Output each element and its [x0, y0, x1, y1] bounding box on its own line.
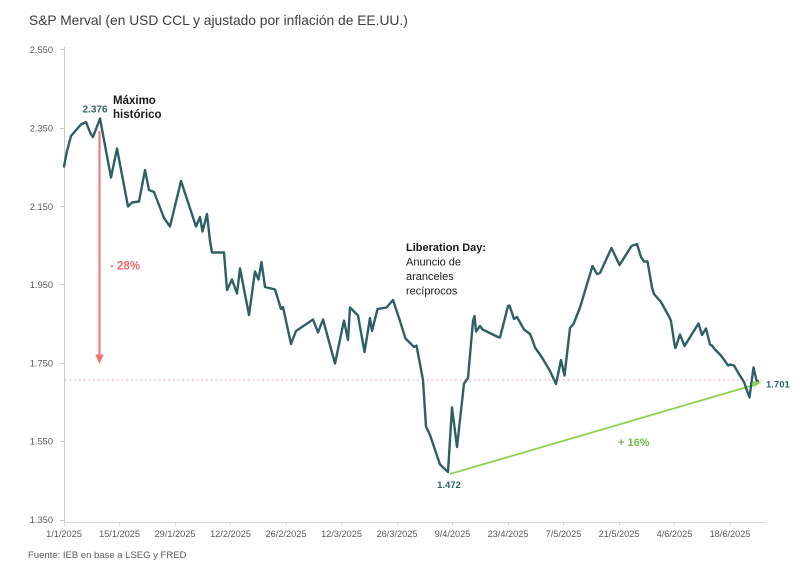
svg-text:21/5/2025: 21/5/2025: [599, 529, 640, 539]
svg-text:9/4/2025: 9/4/2025: [435, 529, 471, 539]
svg-text:15/1/2025: 15/1/2025: [99, 529, 140, 539]
svg-text:recíprocos: recíprocos: [406, 286, 458, 298]
svg-text:7/5/2025: 7/5/2025: [546, 529, 582, 539]
svg-text:1.550: 1.550: [30, 437, 53, 447]
svg-text:1.701: 1.701: [766, 380, 790, 391]
svg-text:1.750: 1.750: [30, 358, 53, 368]
svg-text:+ 16%: + 16%: [618, 437, 650, 449]
svg-text:2.150: 2.150: [30, 202, 53, 212]
svg-text:29/1/2025: 29/1/2025: [155, 529, 196, 539]
svg-text:Fuente: IEB en base a LSEG y F: Fuente: IEB en base a LSEG y FRED: [28, 550, 187, 561]
svg-text:12/2/2025: 12/2/2025: [210, 529, 251, 539]
svg-text:aranceles: aranceles: [406, 271, 454, 283]
svg-text:- 28%: - 28%: [110, 261, 140, 273]
svg-text:2.376: 2.376: [82, 105, 107, 116]
svg-text:Máximo: Máximo: [113, 95, 156, 107]
svg-text:2.350: 2.350: [30, 124, 53, 134]
svg-text:1/1/2025: 1/1/2025: [46, 529, 82, 539]
svg-text:12/3/2025: 12/3/2025: [321, 529, 362, 539]
svg-text:S&P Merval (en USD CCL y ajust: S&P Merval (en USD CCL y ajustado por in…: [29, 13, 408, 28]
svg-text:4/6/2025: 4/6/2025: [657, 529, 693, 539]
svg-text:Liberation Day:: Liberation Day:: [406, 242, 486, 254]
svg-text:26/2/2025: 26/2/2025: [266, 529, 307, 539]
svg-text:2.550: 2.550: [30, 45, 53, 55]
svg-text:histórico: histórico: [113, 109, 162, 121]
svg-text:1.950: 1.950: [30, 280, 53, 290]
svg-text:1.472: 1.472: [437, 480, 461, 491]
svg-text:1.350: 1.350: [30, 515, 53, 525]
svg-text:Anuncio de: Anuncio de: [406, 257, 461, 269]
svg-text:23/4/2025: 23/4/2025: [488, 529, 529, 539]
svg-text:26/3/2025: 26/3/2025: [377, 529, 418, 539]
svg-text:18/6/2025: 18/6/2025: [710, 529, 751, 539]
